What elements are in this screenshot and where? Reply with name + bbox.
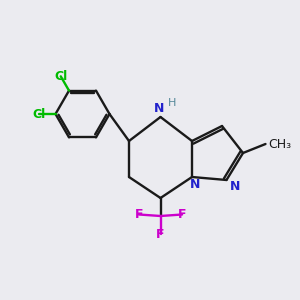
- Text: H: H: [168, 98, 176, 108]
- Text: N: N: [190, 178, 200, 191]
- Text: Cl: Cl: [32, 107, 46, 121]
- Text: N: N: [154, 102, 164, 115]
- Text: F: F: [135, 208, 143, 221]
- Text: N: N: [230, 179, 241, 193]
- Text: Cl: Cl: [54, 70, 68, 83]
- Text: F: F: [178, 208, 186, 221]
- Text: F: F: [156, 227, 165, 241]
- Text: CH₃: CH₃: [268, 137, 291, 151]
